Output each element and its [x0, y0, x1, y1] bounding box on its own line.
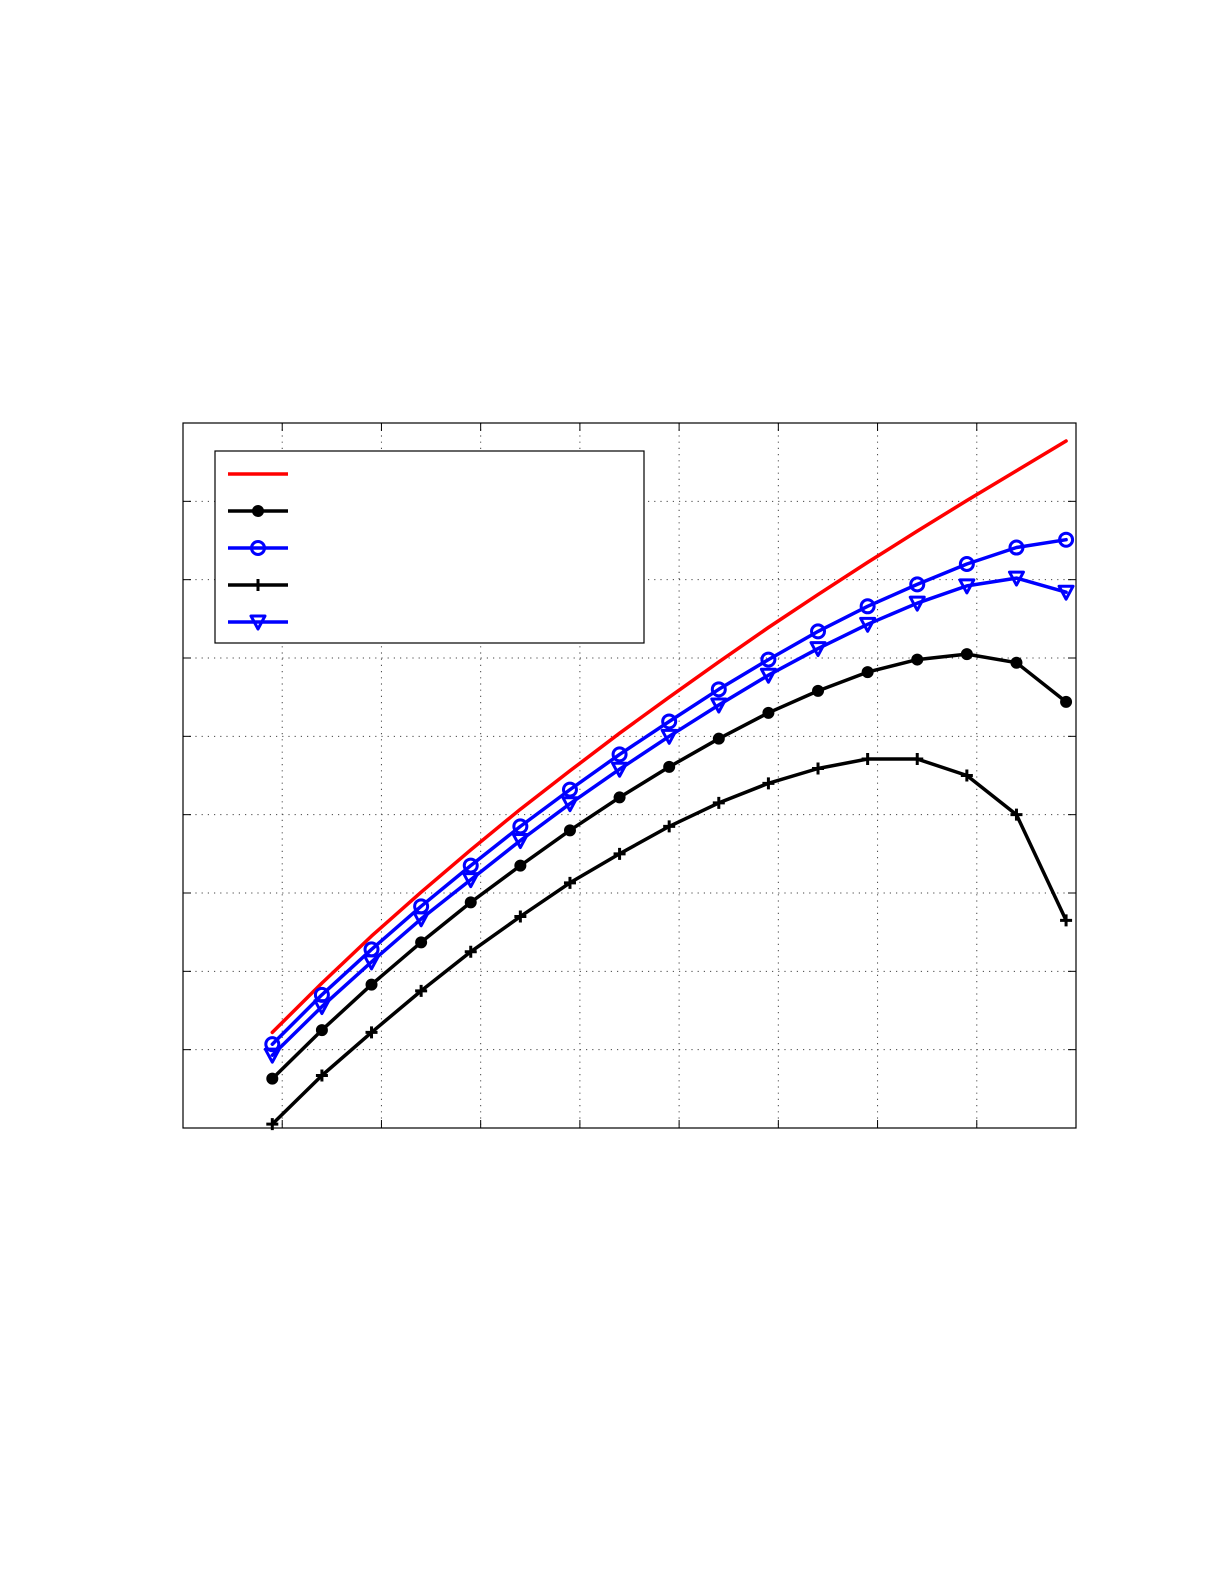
legend-entry-2 [228, 505, 288, 517]
series-3-point [958, 556, 975, 572]
series-5-point [1057, 584, 1075, 601]
series-5-point [908, 595, 926, 612]
legend-sample-marker [249, 614, 267, 631]
series-4-point [365, 1026, 378, 1039]
series-2-point [315, 1024, 328, 1037]
series-3-point [462, 857, 479, 874]
legend-sample-marker [252, 579, 264, 591]
series-5-point [462, 872, 480, 889]
series-2-point [415, 936, 428, 949]
series-5-point [859, 616, 877, 633]
series-5-point [759, 667, 777, 684]
series-4-point [315, 1069, 328, 1082]
series-3-point [859, 598, 876, 615]
legend-entry-5 [228, 614, 288, 631]
series-5-point [412, 911, 430, 928]
series-2-point [266, 1072, 279, 1085]
series-3-point [710, 681, 727, 698]
series-2-point [1010, 656, 1023, 669]
series-2-point [1060, 695, 1073, 708]
series-3-line [270, 537, 1068, 1046]
legend-sample-marker [250, 540, 266, 556]
series-4-point [1010, 808, 1023, 821]
legend-entry-4 [228, 579, 288, 591]
series-2-point [911, 653, 924, 666]
series-4-point [861, 753, 874, 766]
series-4-point [960, 769, 973, 782]
series-5-point [511, 833, 529, 850]
series-4-point [712, 796, 725, 809]
series-2-point [365, 978, 378, 991]
series-5-point [660, 728, 678, 745]
series-4-point [415, 984, 428, 997]
series-5 [263, 570, 1075, 1064]
series-5-point [958, 578, 976, 595]
series-2-point [563, 824, 576, 837]
series-5-point [1007, 570, 1025, 587]
series-4-point [464, 945, 477, 958]
series-1 [270, 439, 1068, 1035]
series-2 [266, 648, 1073, 1085]
series-3-point [1008, 539, 1025, 556]
series-4-point [762, 777, 775, 790]
series-5-point [611, 761, 629, 778]
series-3 [264, 531, 1075, 1053]
series-2-point [762, 706, 775, 719]
legend [214, 450, 645, 644]
series-2-point [960, 648, 973, 661]
series-3-point [909, 576, 926, 593]
series-3-point [661, 713, 678, 730]
series-5-line [270, 576, 1068, 1057]
series-5-point [561, 796, 579, 813]
series-3-point [512, 818, 529, 835]
series-5-point [809, 641, 827, 658]
series-3-point [1058, 531, 1075, 548]
series-2-point [663, 760, 676, 773]
series-3-point [561, 781, 578, 798]
series-4-point [613, 847, 626, 860]
series-4-point [563, 876, 576, 889]
series-2-point [613, 791, 626, 804]
series-4-point [1060, 914, 1073, 927]
series-4-point [514, 910, 527, 923]
plot-frame [182, 422, 1077, 1129]
series-5-point [263, 1047, 281, 1064]
series-3-point [611, 746, 628, 763]
series-group [263, 439, 1075, 1131]
series-2-point [712, 732, 725, 745]
series-1-line [270, 439, 1068, 1035]
series-2-point [861, 666, 874, 679]
legend-entry-3 [228, 540, 288, 556]
series-5-point [313, 999, 331, 1016]
series-5-point [363, 954, 381, 971]
series-2-point [812, 684, 825, 697]
series-2-point [464, 896, 477, 909]
series-3-point [264, 1036, 281, 1053]
legend-sample-marker [252, 505, 264, 517]
series-4 [266, 753, 1073, 1131]
series-4-point [812, 762, 825, 775]
series-3-point [760, 651, 777, 668]
series-2-point [514, 859, 527, 872]
axis-ticks [183, 423, 1076, 1128]
series-5-point [710, 697, 728, 714]
series-4-point [663, 820, 676, 833]
series-4-point [911, 753, 924, 766]
series-3-point [810, 623, 827, 640]
